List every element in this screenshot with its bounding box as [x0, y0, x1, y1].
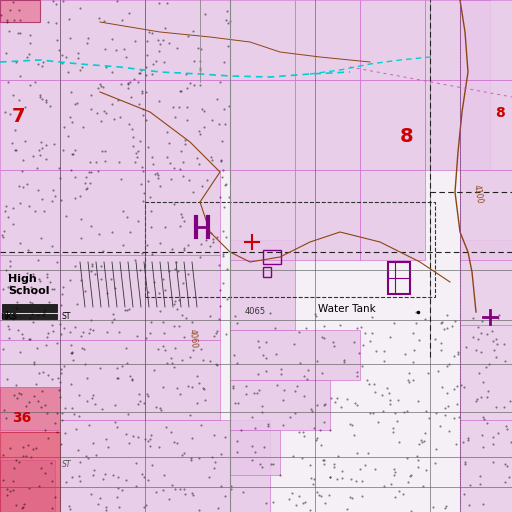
Text: 36: 36	[12, 411, 31, 425]
Text: 4060: 4060	[188, 329, 199, 349]
Bar	[0, 340, 60, 430]
Bar	[145, 0, 230, 80]
Bar	[0, 460, 55, 512]
Text: 4100: 4100	[472, 183, 484, 204]
Bar	[0, 170, 60, 255]
Bar	[360, 80, 425, 170]
Bar	[425, 0, 490, 80]
Bar	[263, 250, 281, 264]
Text: 8: 8	[495, 106, 505, 120]
Text: School: School	[8, 286, 50, 296]
Bar	[295, 0, 360, 80]
Bar	[60, 80, 145, 170]
Bar	[230, 0, 295, 80]
Bar	[360, 0, 425, 80]
Bar	[145, 255, 220, 340]
Bar	[230, 80, 295, 170]
Bar	[0, 387, 60, 432]
Bar	[145, 340, 220, 420]
Bar	[295, 170, 360, 260]
Bar	[0, 80, 60, 170]
Bar	[230, 380, 330, 430]
Text: ST: ST	[62, 312, 71, 321]
Bar	[425, 80, 490, 170]
Text: 4065: 4065	[245, 307, 266, 316]
Bar	[460, 170, 512, 260]
Bar	[60, 170, 145, 255]
Bar	[230, 430, 280, 475]
Text: nks: nks	[0, 311, 17, 321]
Bar	[230, 330, 360, 380]
Bar	[2, 304, 57, 312]
Bar	[60, 420, 270, 512]
Bar	[60, 255, 145, 340]
Bar	[0, 432, 60, 512]
Text: 7: 7	[12, 107, 26, 126]
Bar	[460, 80, 512, 170]
Bar	[460, 240, 512, 325]
Text: ST: ST	[62, 460, 72, 469]
Bar	[460, 325, 512, 420]
Bar	[360, 170, 425, 260]
Bar	[230, 240, 295, 330]
Bar	[60, 340, 145, 420]
Text: 8: 8	[400, 127, 414, 146]
Bar	[0, 0, 60, 80]
Bar	[60, 0, 145, 80]
Bar	[295, 80, 360, 170]
Bar	[388, 262, 410, 294]
Bar	[145, 80, 230, 170]
Text: High: High	[8, 274, 37, 284]
Bar	[0, 255, 60, 340]
Bar	[145, 202, 435, 297]
Bar	[230, 170, 295, 260]
Bar	[460, 0, 512, 80]
Bar	[0, 0, 40, 22]
Bar	[263, 267, 271, 277]
Bar	[145, 170, 220, 255]
Bar	[460, 420, 512, 512]
Text: Water Tank: Water Tank	[318, 304, 376, 314]
Bar	[2, 314, 57, 319]
